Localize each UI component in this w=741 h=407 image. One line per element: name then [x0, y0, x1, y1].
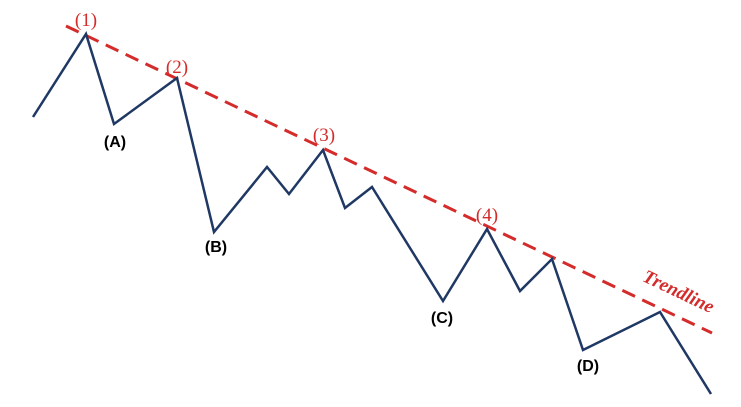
peak-label-4: (4)	[476, 205, 498, 226]
peak-label-3: (3)	[313, 125, 335, 146]
trendline	[66, 26, 712, 333]
trough-label-a: (A)	[104, 134, 126, 151]
price-line	[33, 34, 711, 394]
trendline-label: Trendline	[639, 266, 717, 318]
peak-label-1: (1)	[75, 10, 97, 31]
trough-label-b: (B)	[205, 239, 227, 256]
trough-label-c: (C)	[431, 310, 453, 327]
trough-label-d: (D)	[577, 358, 599, 375]
peak-label-2: (2)	[166, 57, 188, 78]
